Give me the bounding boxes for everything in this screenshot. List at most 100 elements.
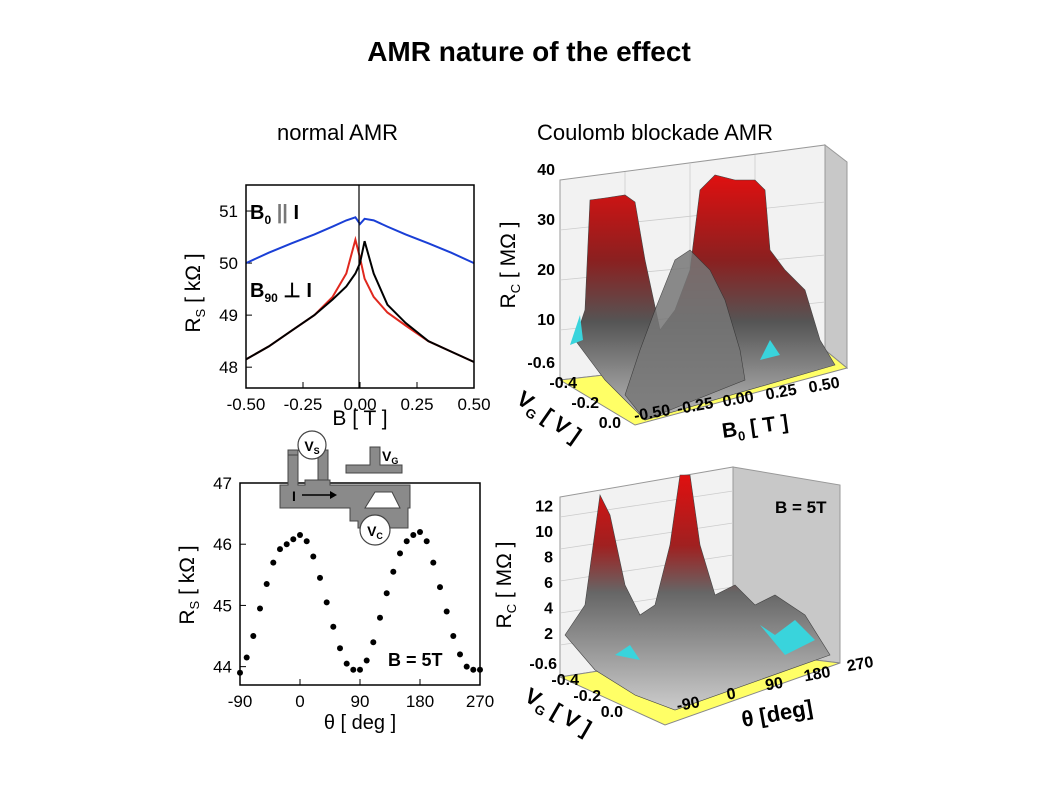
- chartB-point: [397, 550, 403, 557]
- chartC-z-tick-label: 10: [537, 312, 555, 329]
- chartB-y-tick-label: 45: [213, 596, 232, 615]
- chartD-z-tick-label: 6: [544, 575, 553, 592]
- chart-normal-amr-angle: 44 45 46 47 -90 0 90 180 270 B = 5T RS [ kΩ ] θ…: [176, 430, 494, 734]
- chartD-y-tick-label: -0.6: [529, 656, 557, 673]
- chartA-x-tick-label: 0.50: [457, 395, 490, 414]
- chartB-point: [410, 532, 417, 538]
- chartC-x-tick-label: -0.25: [676, 395, 715, 418]
- chartD-x-tick-label: 90: [764, 675, 785, 695]
- chartD-x-tick-label: 0: [725, 685, 737, 703]
- slide-title: AMR nature of the effect: [367, 36, 691, 67]
- chartD-x-tick-label: -90: [675, 694, 701, 715]
- chartC-y-tick-label: -0.2: [571, 395, 599, 412]
- chartB-point: [457, 651, 463, 658]
- chartB-x-tick-label: 0: [295, 692, 304, 711]
- chartA-y-axis-label: RS [ kΩ ]: [182, 253, 208, 332]
- chartB-frame: [239, 482, 481, 686]
- chartB-point: [303, 538, 310, 545]
- chartC-x-axis-label: B0 [ T ]: [720, 411, 790, 446]
- current-label: I: [292, 488, 296, 504]
- chartC-y-tick-label: -0.6: [527, 355, 555, 372]
- chartA-x-tick-label: 0.00: [343, 395, 376, 414]
- chartC-z-tick-label: 20: [537, 262, 555, 279]
- chartD-z-tick-label: 8: [544, 550, 553, 567]
- chartB-point: [343, 660, 350, 667]
- chart-cb-amr-angle: B = 5T 2 4 6 8 10 12 -90 0 90 180 270 -0.6-0.4-0.…: [493, 466, 875, 743]
- chartA-annotation-perpendicular: B90 ⊥ I: [250, 280, 312, 305]
- chartB-point: [390, 568, 397, 575]
- chartA-y-tick-label: 49: [219, 306, 238, 325]
- chartB-point: [243, 654, 250, 661]
- chartB-point: [323, 599, 330, 606]
- header-normal-amr: normal AMR: [277, 120, 399, 145]
- chartB-point: [377, 614, 383, 621]
- vs-circle: [297, 430, 327, 460]
- chartD-x-axis-label: θ [deg]: [740, 695, 815, 732]
- chartB-point: [310, 553, 317, 560]
- chartA-x-tick-label: -0.25: [284, 395, 323, 414]
- chartB-point: [270, 559, 277, 566]
- chartB-point: [443, 608, 450, 615]
- chartB-point: [357, 666, 363, 673]
- chartD-y-tick-label: 0.0: [601, 704, 623, 721]
- chartC-x-tick-label: 0.50: [807, 374, 841, 396]
- chartB-point: [437, 584, 443, 591]
- chartB-point: [283, 541, 290, 548]
- chartC-x-tick-label: 0.25: [764, 381, 798, 403]
- chartA-x-tick-label: -0.50: [227, 395, 266, 414]
- chartB-y-tick-label: 46: [213, 535, 232, 554]
- chartB-y-tick-label: 44: [213, 658, 232, 677]
- vc-circle: [359, 514, 391, 546]
- chartC-z-tick-label: 30: [537, 212, 555, 229]
- chartB-point: [337, 645, 343, 652]
- chartB-point: [350, 666, 357, 673]
- chartB-point: [277, 546, 283, 553]
- chartB-point: [263, 581, 270, 587]
- chartA-y-tick-label: 48: [219, 358, 238, 377]
- chartB-point: [250, 633, 257, 639]
- chartC-z-tick-label: 40: [537, 162, 555, 179]
- chartB-x-axis-label: θ [ deg ]: [324, 712, 396, 734]
- chartA-y-tick-label: 50: [219, 254, 238, 273]
- chartB-x-tick-label: -90: [228, 692, 253, 711]
- chartD-x-tick-label: 270: [846, 654, 875, 675]
- chartA-x-tick-label: 0.25: [400, 395, 433, 414]
- chartD-y-tick-label: -0.4: [551, 672, 579, 689]
- chartA-annotation-parallel: B0 || I: [250, 202, 299, 227]
- chartA-series-line-2: [245, 240, 475, 363]
- chartB-point: [257, 605, 263, 612]
- chartD-x-tick-label: 180: [803, 664, 832, 685]
- chartB-annotation: B = 5T: [388, 650, 443, 670]
- chartD-y-tick-label: -0.2: [573, 688, 601, 705]
- chartC-y-tick-label: 0.0: [599, 415, 621, 432]
- chartC-x-tick-label: 0.00: [721, 388, 755, 410]
- chart-cb-amr-field: 10 20 30 40 -0.50 -0.25 0.00 0.25 0.50 -0.6 -0.4…: [497, 143, 849, 450]
- chartB-point: [403, 538, 410, 545]
- chartB-point: [450, 633, 457, 639]
- chartA-x-axis-label: B [ T ]: [332, 407, 387, 430]
- chartA-series-line-0: [245, 216, 475, 265]
- device-inset: VS VG VC I: [279, 430, 411, 546]
- chartB-point: [370, 639, 377, 646]
- chartC-z-axis-label: RC [ MΩ ]: [497, 222, 523, 309]
- chartB-x-tick-label: 270: [466, 692, 494, 711]
- header-coulomb-blockade-amr: Coulomb blockade AMR: [537, 120, 774, 145]
- chartB-point: [463, 663, 470, 670]
- chartA-y-tick-label: 51: [219, 202, 238, 221]
- chartC-y-tick-label: -0.4: [549, 375, 577, 392]
- chartB-y-tick-label: 47: [213, 474, 232, 493]
- chartB-point: [430, 559, 437, 566]
- chartD-z-tick-label: 2: [544, 626, 553, 643]
- chartB-point: [317, 574, 323, 581]
- chartB-point: [290, 536, 297, 543]
- chartB-point: [330, 623, 337, 630]
- chartB-point: [383, 590, 390, 597]
- chartD-annotation: B = 5T: [775, 498, 827, 517]
- chartC-side-wall: [824, 143, 848, 370]
- chartB-point: [297, 532, 303, 538]
- chartB-point: [363, 657, 370, 664]
- chartD-z-tick-label: 4: [544, 601, 553, 618]
- chartB-x-tick-label: 180: [406, 692, 434, 711]
- chartB-y-axis-label: RS [ kΩ ]: [176, 545, 202, 624]
